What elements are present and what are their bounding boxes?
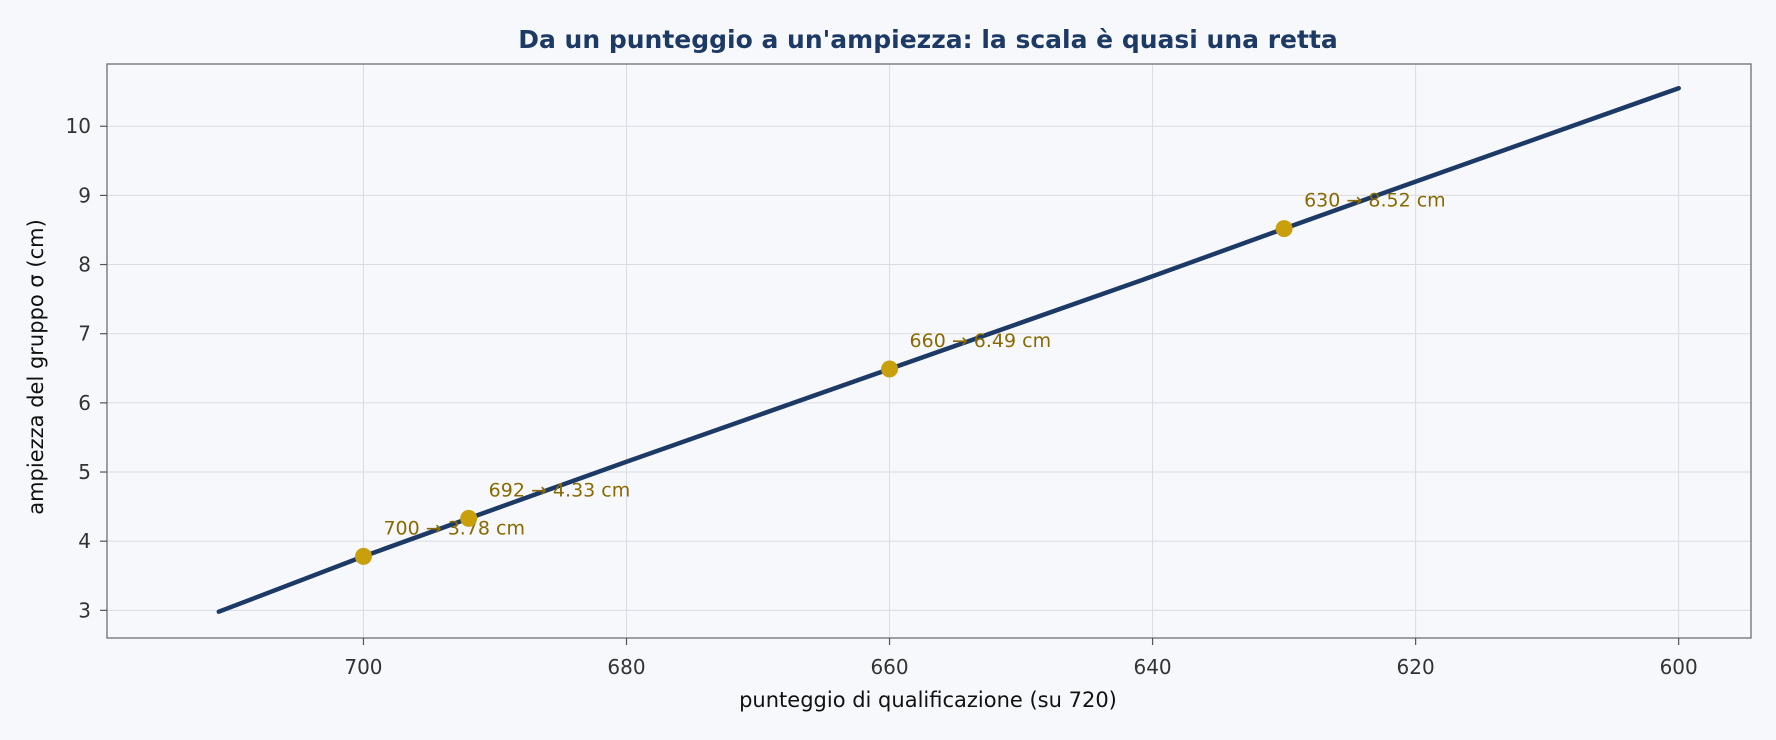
- y-tick-label: 7: [78, 322, 91, 346]
- highlight-point: [354, 547, 372, 565]
- y-tick-label: 3: [78, 598, 91, 622]
- point-annotation: 700 → 3.78 cm: [383, 517, 525, 539]
- x-tick-label: 640: [1133, 655, 1171, 679]
- x-tick-label: 620: [1397, 655, 1435, 679]
- y-tick-label: 4: [78, 529, 91, 553]
- y-tick-label: 6: [78, 391, 91, 415]
- y-tick-label: 8: [78, 253, 91, 277]
- highlight-point: [460, 509, 478, 527]
- y-tick-label: 9: [78, 183, 91, 207]
- point-annotation: 660 → 6.49 cm: [910, 330, 1052, 352]
- x-tick-label: 660: [870, 655, 908, 679]
- highlight-point: [881, 360, 899, 378]
- point-annotation: 630 → 8.52 cm: [1304, 190, 1446, 212]
- grid: [107, 64, 1751, 638]
- point-annotation: 692 → 4.33 cm: [489, 479, 631, 501]
- x-axis-label: punteggio di qualificazione (su 720): [739, 688, 1117, 712]
- y-tick-label: 10: [66, 114, 91, 138]
- x-tick-label: 600: [1660, 655, 1698, 679]
- highlight-point: [1275, 220, 1293, 238]
- y-tick-label: 5: [78, 460, 91, 484]
- y-axis-label: ampiezza del gruppo σ (cm): [24, 219, 48, 515]
- chart-title: Da un punteggio a un'ampiezza: la scala …: [518, 25, 1338, 54]
- x-tick-label: 680: [607, 655, 645, 679]
- axis-ticks: 700 680 660 640 620 600 3 4 5 6 7 8 9 10: [66, 114, 1698, 679]
- plot-frame: [106, 63, 1752, 639]
- x-tick-label: 700: [344, 655, 382, 679]
- highlighted-points: 700 → 3.78 cm 692 → 4.33 cm 660 → 6.49 cm 6…: [354, 190, 1446, 565]
